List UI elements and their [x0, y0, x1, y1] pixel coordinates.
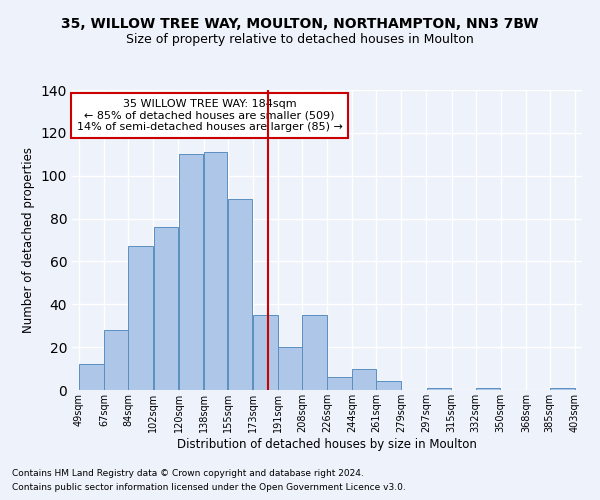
Text: Contains public sector information licensed under the Open Government Licence v3: Contains public sector information licen…	[12, 484, 406, 492]
Bar	[79, 364, 104, 390]
Bar	[476, 388, 500, 390]
Bar	[128, 246, 153, 390]
Text: Size of property relative to detached houses in Moulton: Size of property relative to detached ho…	[126, 32, 474, 46]
Bar	[327, 377, 352, 390]
Bar	[427, 388, 451, 390]
Bar	[253, 315, 278, 390]
Bar	[228, 200, 253, 390]
Text: Contains HM Land Registry data © Crown copyright and database right 2024.: Contains HM Land Registry data © Crown c…	[12, 468, 364, 477]
Bar	[278, 347, 302, 390]
Bar	[204, 152, 227, 390]
Bar	[154, 227, 178, 390]
Bar	[104, 330, 128, 390]
Text: 35 WILLOW TREE WAY: 184sqm
← 85% of detached houses are smaller (509)
14% of sem: 35 WILLOW TREE WAY: 184sqm ← 85% of deta…	[77, 99, 343, 132]
Bar	[179, 154, 203, 390]
Bar	[352, 368, 376, 390]
Bar	[376, 382, 401, 390]
Y-axis label: Number of detached properties: Number of detached properties	[22, 147, 35, 333]
Text: 35, WILLOW TREE WAY, MOULTON, NORTHAMPTON, NN3 7BW: 35, WILLOW TREE WAY, MOULTON, NORTHAMPTO…	[61, 18, 539, 32]
Bar	[550, 388, 575, 390]
X-axis label: Distribution of detached houses by size in Moulton: Distribution of detached houses by size …	[177, 438, 477, 450]
Bar	[302, 315, 327, 390]
